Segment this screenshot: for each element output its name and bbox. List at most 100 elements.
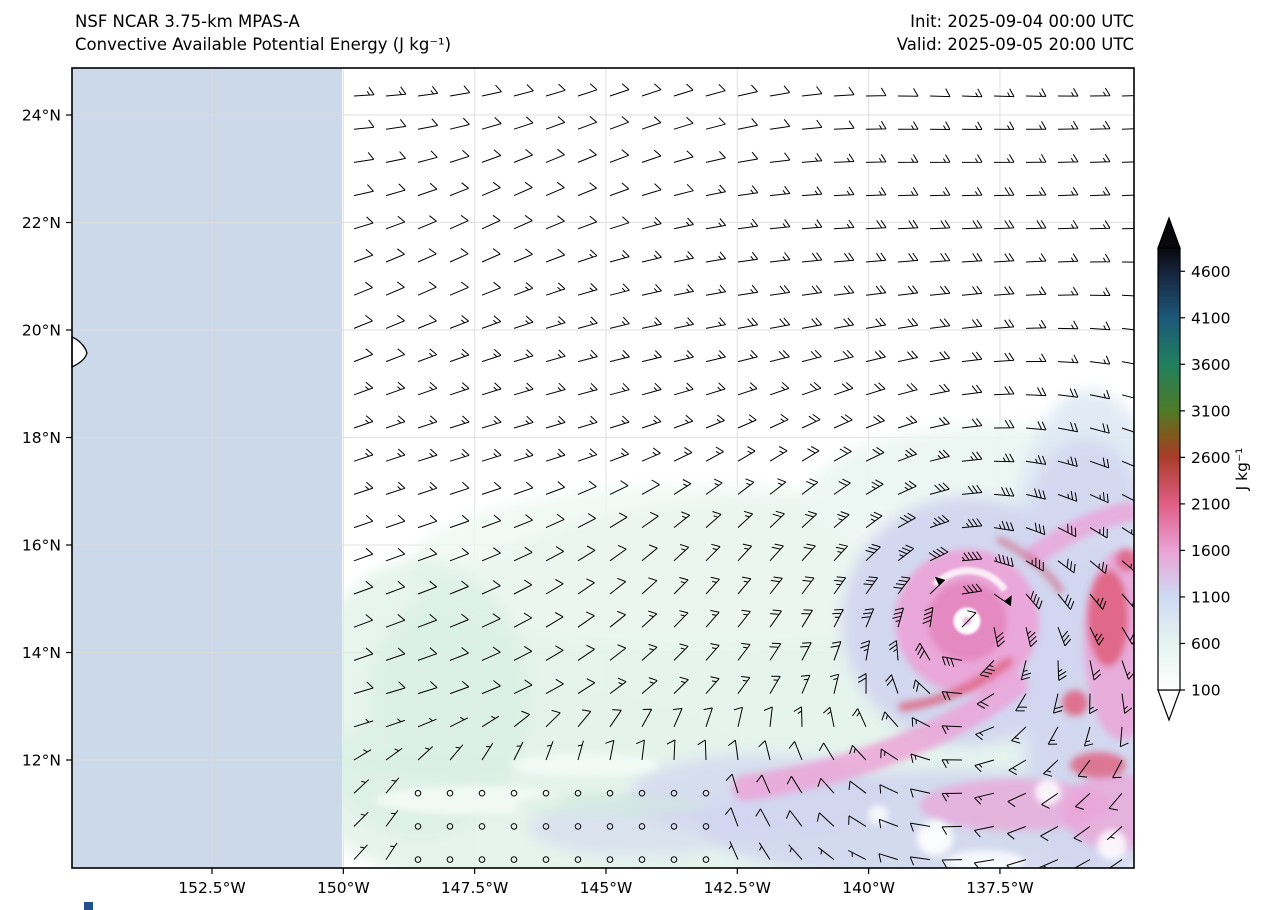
wind-barb <box>865 543 881 562</box>
calm-wind-circle <box>542 856 550 863</box>
wind-barb <box>1057 187 1079 197</box>
cape-shade-blob <box>920 779 1110 831</box>
wind-barb <box>385 448 406 462</box>
wind-barb <box>449 214 469 230</box>
wind-barb <box>577 148 597 163</box>
wind-barb <box>910 753 931 763</box>
wind-barb <box>417 514 438 529</box>
wind-barb <box>865 479 884 495</box>
wind-barb <box>801 413 821 429</box>
wind-barb <box>545 415 566 429</box>
calm-wind-circle <box>702 823 710 830</box>
wind-barb <box>865 87 887 97</box>
wind-barb <box>737 382 758 396</box>
wind-barb <box>417 118 439 130</box>
wind-barb <box>641 250 662 263</box>
wind-barb <box>1057 558 1076 574</box>
wind-barb <box>577 578 595 595</box>
wind-barb <box>673 511 691 528</box>
wind-barb <box>801 510 818 528</box>
wind-barb <box>481 415 502 429</box>
wind-barb <box>769 118 791 130</box>
cape-shade-blob <box>898 657 1013 712</box>
wind-barb <box>737 185 759 197</box>
wind-barb <box>1121 161 1134 163</box>
wind-barb <box>1025 353 1047 363</box>
wind-barb <box>830 641 842 661</box>
wind-barb <box>1121 95 1134 97</box>
wind-barb <box>785 810 803 827</box>
wind-barb <box>961 551 983 562</box>
wind-barb <box>833 285 855 296</box>
wind-barb <box>863 576 879 595</box>
calm-wind-circle <box>638 823 646 830</box>
wind-barb <box>1008 759 1027 776</box>
field-title: Convective Available Potential Energy (J… <box>75 35 452 54</box>
wind-barb <box>961 583 983 595</box>
wind-barb <box>961 384 983 396</box>
wind-barb <box>833 511 850 528</box>
wind-barb <box>417 580 438 595</box>
wind-barb <box>928 546 949 562</box>
wind-barb <box>353 415 374 429</box>
wind-barb <box>974 759 995 773</box>
wind-barb <box>385 647 406 661</box>
wind-barb <box>609 283 630 296</box>
wind-barb <box>724 807 739 827</box>
wind-barb <box>961 351 983 363</box>
calm-wind-circle <box>702 856 710 863</box>
wind-barb <box>848 780 867 794</box>
y-tick-label: 24°N <box>22 107 61 125</box>
wind-barb <box>993 286 1015 296</box>
wind-barb <box>449 315 470 329</box>
wind-barb <box>865 382 886 396</box>
wind-barb <box>1026 121 1047 130</box>
wind-barb <box>545 481 566 495</box>
wind-barb <box>1025 187 1047 197</box>
wind-barb <box>481 680 501 695</box>
wind-barb <box>897 121 919 130</box>
cape-shade-blob <box>1088 570 1128 666</box>
wind-barb <box>545 215 565 230</box>
wind-barb <box>545 83 566 97</box>
colorbar-tick-label: 3100 <box>1191 402 1230 420</box>
cape-shade-blob <box>1097 830 1127 860</box>
wind-barb <box>417 448 438 462</box>
cape-shade-blob <box>510 753 660 777</box>
wind-barb <box>545 148 565 163</box>
cape-shade-blob <box>1062 690 1088 716</box>
hawaii-coastline <box>71 336 88 369</box>
wind-barb <box>449 448 470 462</box>
wind-barb <box>353 749 372 761</box>
wind-barb <box>1121 128 1134 130</box>
wind-barb <box>577 349 598 363</box>
wind-barb <box>1089 355 1111 365</box>
wind-barb <box>673 676 689 694</box>
wind-barb <box>833 120 855 130</box>
wind-barb <box>878 818 899 829</box>
wind-barb <box>353 779 370 794</box>
wind-barb <box>737 676 751 694</box>
wind-barb <box>833 414 853 429</box>
wind-barb <box>941 792 963 802</box>
wind-barb <box>961 285 983 296</box>
wind-barb <box>1089 593 1107 610</box>
wind-barb <box>822 706 835 727</box>
wind-barb <box>888 640 899 661</box>
wind-barb <box>705 284 727 296</box>
wind-barb <box>353 248 374 263</box>
colorbar-title: J kg⁻¹ <box>1233 448 1251 492</box>
wind-barb <box>858 673 867 694</box>
wind-barb <box>385 810 399 827</box>
wind-barb <box>513 448 534 462</box>
wind-barb <box>915 642 931 661</box>
wind-barb <box>513 645 533 661</box>
wind-barb <box>801 446 820 462</box>
wind-barb <box>545 678 564 695</box>
wind-barb <box>728 841 739 860</box>
wind-barb <box>385 580 406 595</box>
wind-barb <box>909 856 931 866</box>
calm-wind-circle <box>638 856 646 863</box>
wind-barb <box>1025 557 1044 572</box>
wind-barb <box>737 251 759 263</box>
